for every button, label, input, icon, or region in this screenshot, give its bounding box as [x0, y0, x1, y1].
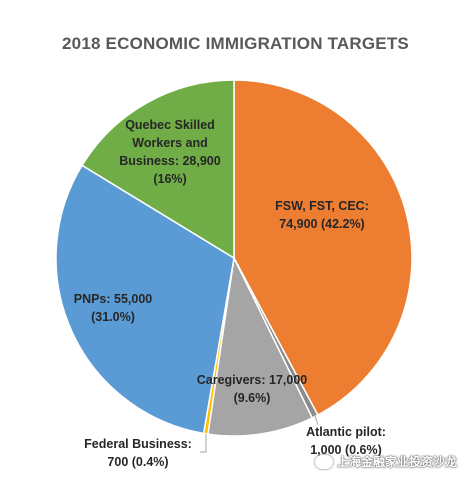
- wechat-logo-icon: [314, 454, 333, 469]
- pie-slice-pnps: [55, 164, 235, 435]
- slice-label: Caregivers: 17,000 (9.6%): [197, 373, 308, 405]
- slice-label: PNPs: 55,000 (31.0%): [74, 292, 153, 324]
- slice-label: FSW, FST, CEC: 74,900 (42.2%): [275, 199, 369, 231]
- leader-line-atlantic-pilot: [313, 412, 319, 426]
- slice-label: Quebec Skilled Workers and Business: 28,90…: [119, 118, 220, 186]
- pie-slice-fsw-fst-cec: [233, 79, 413, 417]
- pie-slice-caregivers: [207, 255, 314, 437]
- pie-slice-quebec-skilled-workers-and-business: [81, 79, 235, 260]
- watermark-text: 上海金融家业投资沙龙: [336, 455, 457, 469]
- leader-line-federal-business: [200, 434, 207, 453]
- watermark: 上海金融家业投资沙龙: [314, 453, 457, 470]
- slice-label: Atlantic pilot: 1,000 (0.6%): [306, 425, 386, 457]
- slice-label: Federal Business: 700 (0.4%): [84, 437, 192, 469]
- chart-title: 2018 ECONOMIC IMMIGRATION TARGETS: [62, 34, 409, 53]
